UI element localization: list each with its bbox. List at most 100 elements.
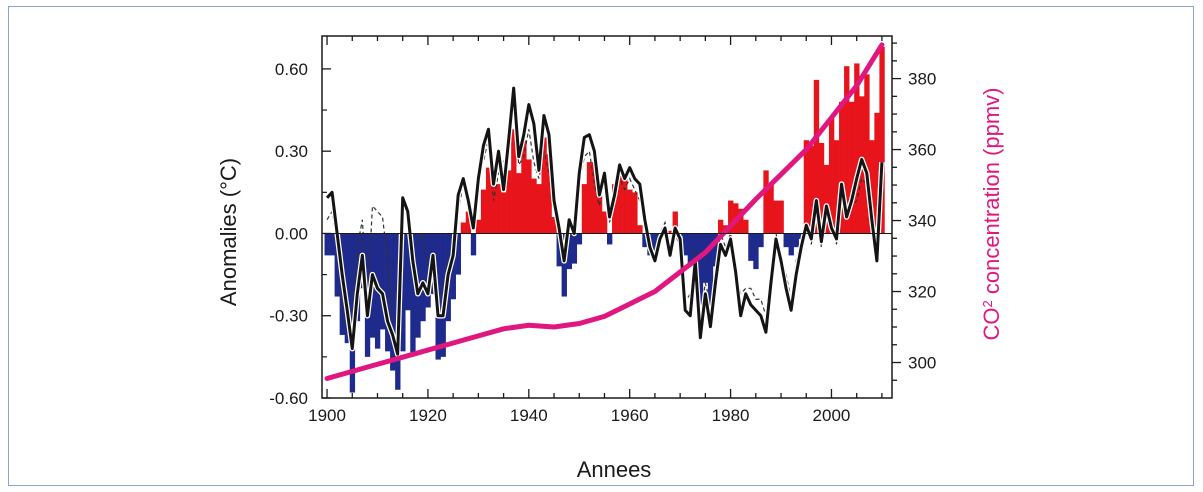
anomaly-bar [793, 233, 799, 248]
anomaly-bar [581, 184, 588, 234]
anomaly-bar [642, 233, 648, 248]
anomaly-bar [813, 79, 820, 234]
anomaly-bar [465, 211, 472, 234]
y-tick-label: 0.30 [275, 142, 308, 161]
anomaly-bar [531, 178, 537, 234]
anomaly-bar [854, 63, 860, 234]
anomaly-bar [773, 200, 779, 234]
anomaly-bar [485, 167, 492, 234]
anomaly-bar [687, 233, 694, 267]
y2-axis-title-sup: 2 [980, 300, 995, 307]
anomaly-bar [571, 233, 578, 264]
y-tick-label: 0.00 [275, 224, 308, 243]
anomaly-bar [778, 200, 784, 234]
anomaly-bar [541, 137, 547, 234]
anomaly-bar [833, 140, 840, 234]
anomaly-bar [420, 233, 426, 322]
anomaly-bar [839, 101, 845, 234]
anomaly-bar [586, 162, 593, 234]
anomaly-bar [682, 233, 688, 256]
anomaly-bar [818, 142, 825, 234]
y2-axis-title: CO2 concentration (ppmv) [979, 88, 1004, 341]
anomaly-bar [561, 233, 567, 297]
anomaly-bar [808, 145, 815, 234]
anomaly-bar [763, 170, 769, 234]
x-tick-label: 1900 [308, 406, 346, 425]
anomaly-bar [601, 211, 608, 234]
anomaly-bar [879, 46, 885, 234]
anomaly-bar [324, 233, 330, 256]
anomaly-bar [874, 112, 880, 234]
anomaly-bar [612, 184, 618, 234]
y-axis-right: 300 320 340 360 380 [892, 42, 936, 381]
y-tick-label: -0.30 [269, 307, 308, 326]
anomaly-bar [617, 164, 623, 234]
x-tick-label: 1960 [611, 406, 649, 425]
x-tick-label: 1920 [409, 406, 447, 425]
anomaly-bar [844, 66, 850, 234]
anomaly-bar [349, 233, 356, 393]
y2-tick-label: 300 [908, 354, 936, 373]
anomaly-bar [591, 162, 598, 234]
anomaly-bar [717, 219, 724, 234]
anomaly-bar [864, 74, 870, 234]
anomaly-bar [470, 233, 477, 256]
anomaly-bar [748, 233, 754, 261]
figure-frame [8, 6, 1194, 486]
anomaly-bar [506, 170, 512, 234]
y2-tick-label: 340 [908, 212, 936, 231]
anomaly-bar [869, 140, 875, 234]
y-axis-title: Anomalies (°C) [216, 158, 241, 306]
y-tick-label: -0.60 [269, 389, 308, 408]
anomaly-bar [496, 184, 502, 234]
x-tick-label: 1980 [712, 406, 750, 425]
anomaly-bar [622, 178, 628, 234]
anomaly-bar [516, 173, 522, 234]
y2-tick-label: 320 [908, 283, 936, 302]
anomaly-bar [576, 233, 583, 245]
anomaly-bar [450, 233, 456, 300]
anomaly-bar [334, 233, 340, 297]
anomaly-bar [526, 159, 532, 234]
anomaly-bar [566, 233, 572, 270]
y2-tick-label: 360 [908, 141, 936, 160]
anomaly-bar [707, 233, 714, 311]
anomaly-bar [380, 233, 386, 330]
x-axis: 1900 1920 1940 1960 1980 2000 [308, 36, 883, 425]
anomaly-bar [607, 233, 613, 245]
anomaly-bar [627, 189, 633, 234]
y-tick-label: 0.60 [275, 60, 308, 79]
anomaly-bar [405, 233, 411, 311]
anomaly-bar [385, 233, 391, 352]
x-axis-title: Annees [577, 457, 652, 482]
anomaly-bar [596, 189, 603, 234]
anomaly-bar [758, 233, 764, 248]
anomaly-bar [823, 164, 830, 234]
anomaly-bar [632, 192, 638, 234]
anomaly-bar [536, 184, 542, 234]
anomaly-bar [329, 233, 335, 256]
anomaly-bar [743, 219, 749, 234]
anomaly-bar [390, 233, 396, 371]
anomaly-bar [475, 219, 482, 234]
anomaly-bar [728, 200, 734, 234]
anomaly-bar [828, 118, 835, 234]
anomaly-bar [697, 233, 704, 305]
anomaly-bar [556, 233, 562, 267]
x-tick-label: 2000 [813, 406, 851, 425]
anomaly-bar [849, 101, 855, 234]
anomaly-bar [460, 222, 467, 234]
anomaly-bar [712, 233, 719, 267]
anomaly-bar [455, 233, 462, 275]
anomaly-bar [480, 189, 487, 234]
anomaly-bar [344, 233, 351, 344]
anomaly-bar [501, 192, 507, 234]
y2-axis-title-suffix: concentration (ppmv) [979, 88, 1004, 301]
anomaly-bar [783, 233, 789, 248]
anomaly-bar [511, 129, 517, 234]
anomaly-bar [702, 233, 709, 283]
y-axis-left: 0.60 0.30 0.00 -0.30 -0.60 [269, 60, 331, 408]
anomaly-bar [788, 233, 794, 256]
anomaly-bar [551, 217, 557, 234]
